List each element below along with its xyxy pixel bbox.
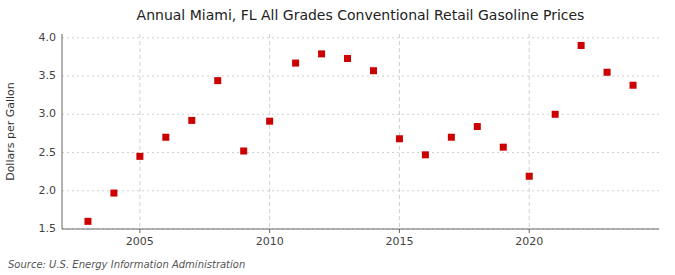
page: {"chart_data": {"type": "scatter", "titl… (0, 0, 675, 275)
y-grid-line (62, 76, 659, 77)
point (318, 50, 325, 57)
y-tick-label: 3.5 (39, 69, 57, 82)
points (84, 42, 636, 225)
point (292, 60, 299, 67)
y-grid-line (62, 114, 659, 115)
y-tick-label: 2.0 (39, 184, 57, 197)
point (214, 77, 221, 84)
x-tick (139, 229, 140, 233)
point (162, 134, 169, 141)
background (0, 0, 675, 275)
x-grid-line (269, 34, 270, 229)
y-tick-label: 2.5 (39, 146, 57, 159)
point (84, 218, 91, 225)
point (552, 111, 559, 118)
point (500, 144, 507, 151)
y-tick-label: 3.0 (39, 107, 57, 120)
y-grid-line (62, 37, 659, 38)
y-grid-line (62, 190, 659, 191)
x-tick-label: 2005 (126, 235, 154, 248)
y-axis-line (62, 34, 63, 229)
y-grid-line (62, 152, 659, 153)
y-grid-line (62, 229, 659, 230)
point (370, 67, 377, 74)
x-tick (399, 229, 400, 233)
point (474, 123, 481, 130)
point (604, 69, 611, 76)
point (578, 42, 585, 49)
chart: 1.5 2.0 2.5 3.0 3.5 4.0 2005 2010 2015 2020 Annual… (0, 0, 675, 275)
point (240, 148, 247, 155)
x-tick-label: 2010 (256, 235, 284, 248)
x-grid-line (139, 34, 140, 229)
point (266, 118, 273, 125)
point (344, 55, 351, 62)
point (630, 82, 637, 89)
y-tick-label: 1.5 (39, 222, 57, 235)
point (422, 151, 429, 158)
point (448, 134, 455, 141)
grid (62, 34, 659, 229)
point (188, 117, 195, 124)
x-grid-line (399, 34, 400, 229)
x-axis-line (62, 229, 659, 230)
point (526, 173, 533, 180)
y-tick-label: 4.0 (39, 31, 57, 44)
x-tick-label: 2020 (515, 235, 543, 248)
x-tick-label: 2015 (385, 235, 413, 248)
x-tick (269, 229, 270, 233)
x-tick (529, 229, 530, 233)
y-axis-label: Dollars per Gallon (4, 82, 17, 181)
source-note: Source: U.S. Energy Information Administ… (8, 259, 245, 270)
axes: 1.5 2.0 2.5 3.0 3.5 4.0 2005 2010 2015 2020 (39, 31, 660, 248)
point (136, 153, 143, 160)
x-grid-line (529, 34, 530, 229)
point (396, 135, 403, 142)
point (110, 190, 117, 197)
title: Annual Miami, FL All Grades Conventional… (137, 7, 585, 23)
